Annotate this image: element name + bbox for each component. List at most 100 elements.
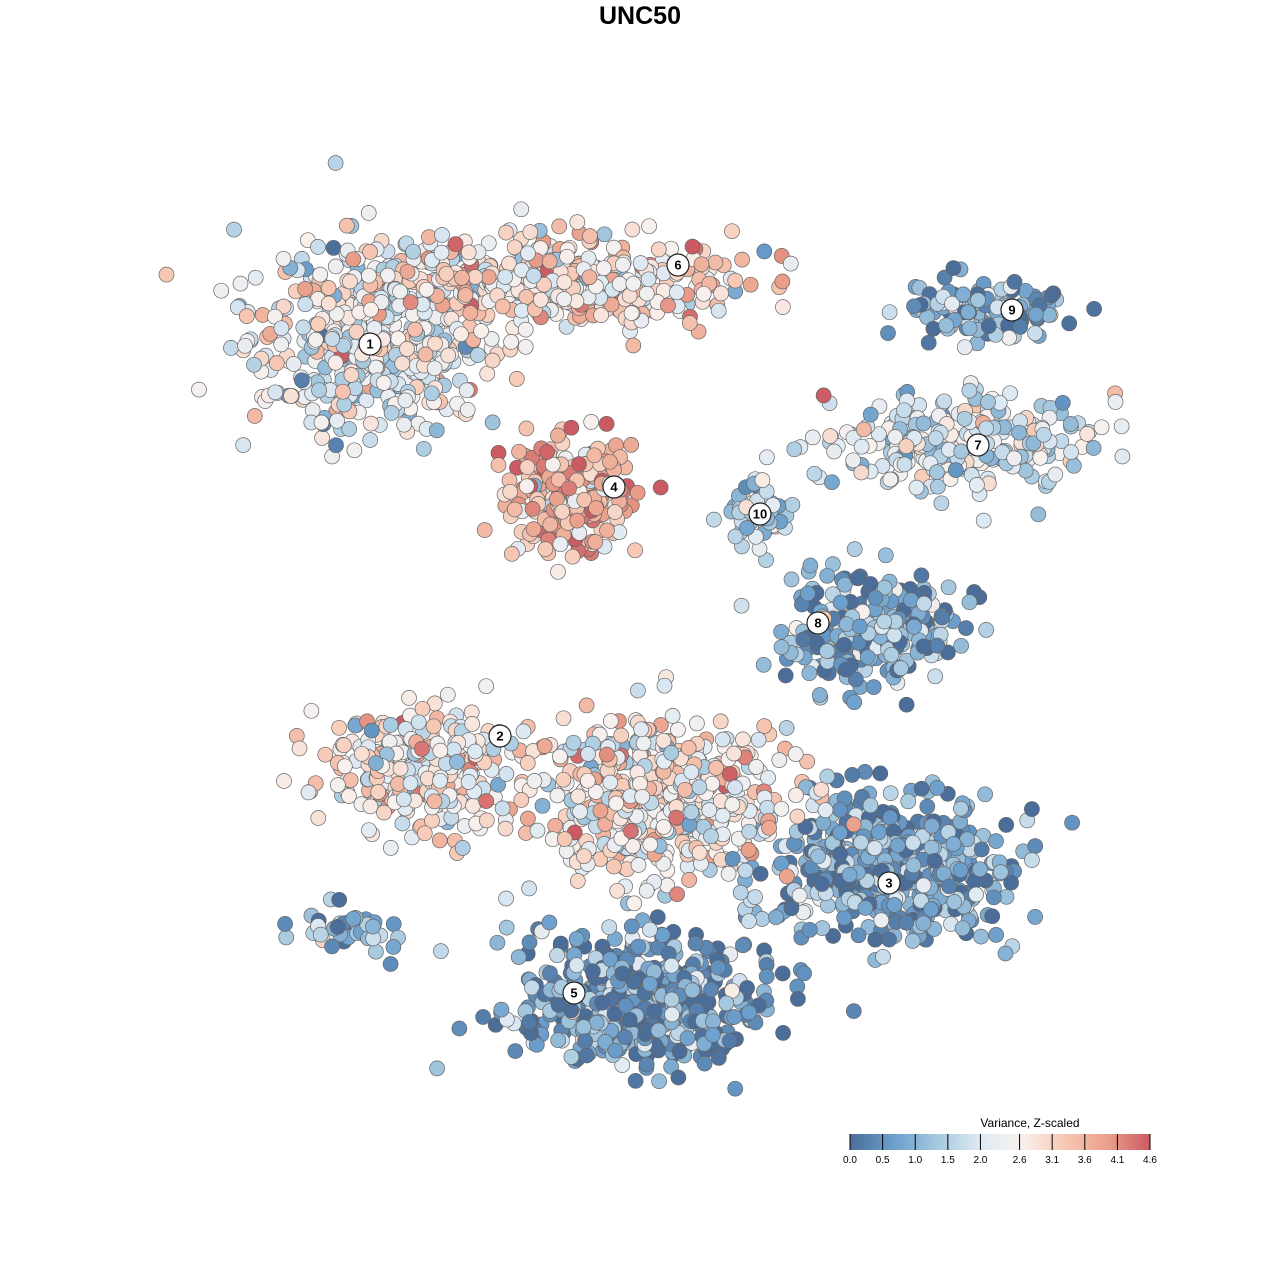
cell-point xyxy=(606,858,622,875)
cell-point xyxy=(642,975,658,992)
cell-point xyxy=(1030,506,1047,523)
cell-point xyxy=(517,338,534,355)
cell-point xyxy=(426,360,443,377)
cell-point xyxy=(640,271,657,288)
cell-point xyxy=(733,597,750,614)
cell-point xyxy=(870,824,887,841)
chart-title: UNC50 xyxy=(599,2,681,30)
cell-point xyxy=(681,872,697,888)
legend-tick-label: 2.6 xyxy=(1013,1155,1027,1166)
cell-point xyxy=(475,1009,491,1025)
cell-point xyxy=(663,957,680,974)
cell-point xyxy=(1086,301,1102,317)
cell-point xyxy=(421,229,437,245)
cell-point xyxy=(773,623,789,640)
cell-point xyxy=(609,882,626,899)
cell-point xyxy=(417,346,434,363)
cell-point xyxy=(865,679,882,695)
cell-point xyxy=(623,437,640,453)
cell-point xyxy=(1062,416,1079,432)
cell-point xyxy=(956,339,973,356)
cell-point xyxy=(791,887,808,904)
cell-point xyxy=(853,438,870,455)
cell-point xyxy=(876,613,893,630)
cell-point xyxy=(969,477,985,493)
cell-point xyxy=(592,802,609,819)
scatter-points xyxy=(158,155,1131,1097)
cell-point xyxy=(465,797,481,814)
cell-point xyxy=(782,255,799,272)
cell-point xyxy=(841,867,858,883)
cell-point xyxy=(978,622,995,638)
cell-point xyxy=(742,276,759,293)
cell-point xyxy=(594,994,610,1011)
cell-point xyxy=(882,809,899,826)
cell-point xyxy=(801,665,818,682)
cell-point xyxy=(1035,426,1052,443)
cell-point xyxy=(734,251,750,268)
cell-point xyxy=(415,440,432,457)
cell-point xyxy=(438,265,455,282)
cell-point xyxy=(449,754,465,770)
cell-point xyxy=(646,1003,663,1020)
cell-point xyxy=(285,356,302,372)
cell-point xyxy=(617,1029,633,1045)
cell-point xyxy=(741,913,757,930)
cell-point xyxy=(602,713,619,729)
cell-point xyxy=(336,737,352,754)
cell-point xyxy=(521,934,538,951)
cluster-label-text: 3 xyxy=(885,876,892,891)
cell-point xyxy=(550,427,566,444)
cell-point xyxy=(684,238,701,255)
cell-point xyxy=(607,1042,624,1059)
cell-point xyxy=(529,822,546,839)
cell-point xyxy=(213,282,230,299)
cell-point xyxy=(708,760,724,776)
cell-point xyxy=(696,1055,713,1072)
cell-point xyxy=(576,492,593,508)
cluster-label-8: 8 xyxy=(806,611,830,635)
cell-point xyxy=(297,281,313,297)
cell-point xyxy=(788,787,804,804)
cell-point xyxy=(555,710,572,727)
cell-point xyxy=(506,501,523,518)
cell-point xyxy=(394,355,411,372)
cell-point xyxy=(498,224,514,241)
cell-point xyxy=(433,244,450,261)
cell-point xyxy=(572,803,588,820)
cell-point xyxy=(363,301,379,318)
cell-point xyxy=(927,430,944,447)
cell-point xyxy=(564,548,581,565)
color-legend: Variance, Z-scaled 0.0 0.5 1.0 1.5 2.0 2.6 3.1… xyxy=(843,1116,1157,1166)
cell-point xyxy=(961,320,978,337)
cell-point xyxy=(669,886,685,903)
cell-point xyxy=(563,1049,580,1065)
cell-point xyxy=(795,631,812,648)
cell-point xyxy=(836,637,853,653)
cell-point xyxy=(551,218,568,235)
cluster-label-text: 2 xyxy=(496,729,503,744)
cell-point xyxy=(237,337,253,354)
cell-point xyxy=(238,308,255,324)
cell-point xyxy=(407,321,423,338)
cell-point xyxy=(1047,466,1064,483)
cell-point xyxy=(691,779,708,796)
cell-point xyxy=(811,687,828,703)
cell-point xyxy=(312,266,329,283)
cell-point xyxy=(382,840,399,856)
cell-point xyxy=(375,375,392,391)
cell-point xyxy=(513,201,530,218)
cell-point xyxy=(432,742,449,759)
cell-point xyxy=(1043,287,1060,304)
cell-point xyxy=(627,542,643,559)
cell-point xyxy=(510,949,527,965)
cell-point xyxy=(542,965,558,982)
cell-point xyxy=(579,772,596,789)
cell-point xyxy=(886,627,903,644)
cell-point xyxy=(953,800,969,817)
cell-point xyxy=(520,810,536,827)
cell-point xyxy=(718,995,735,1012)
cell-point xyxy=(655,819,672,835)
cell-point xyxy=(324,938,340,955)
cell-point xyxy=(601,919,618,936)
